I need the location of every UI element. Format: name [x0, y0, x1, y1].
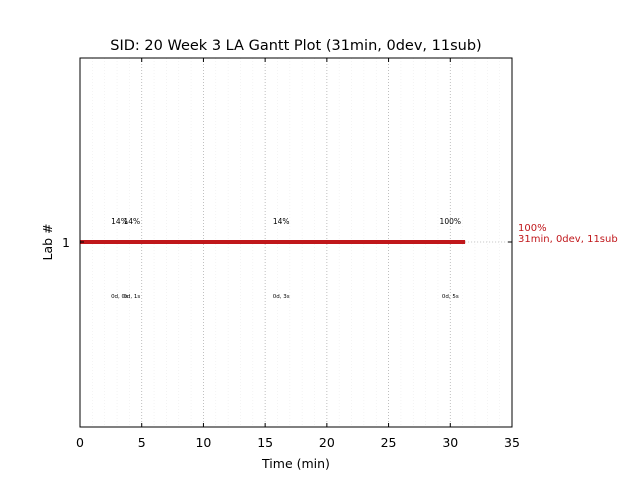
annotation-duration: 0d, 1s — [123, 294, 140, 300]
x-tick-label: 25 — [381, 435, 397, 450]
annotation-duration: 0d, 5s — [442, 294, 459, 300]
x-tick-label: 5 — [138, 435, 146, 450]
annotations: 14% 0d, 0s 14% 0d, 1s 14% 0d, 3s 100% 0d, 5s — [111, 217, 461, 300]
y-tick-label: 1 — [62, 235, 70, 250]
annotation-duration: 0d, 0s — [111, 294, 128, 300]
x-tick-label: 10 — [195, 435, 211, 450]
y-axis-label: Lab # — [40, 223, 55, 260]
x-axis-ticks: 0 5 10 15 20 25 30 35 — [76, 58, 520, 450]
y-axis-ticks: 1 — [62, 235, 512, 250]
bars — [80, 240, 466, 244]
right-label-percent: 100% — [518, 223, 547, 234]
x-tick-label: 35 — [504, 435, 520, 450]
x-tick-label: 15 — [257, 435, 273, 450]
annotation-duration: 0d, 3s — [273, 294, 290, 300]
annotation-percent: 14% — [124, 217, 141, 226]
gantt-bar — [80, 240, 466, 244]
x-tick-label: 20 — [319, 435, 335, 450]
chart-title: SID: 20 Week 3 LA Gantt Plot (31min, 0de… — [110, 38, 481, 54]
annotation-percent: 14% — [273, 217, 290, 226]
annotation-percent: 14% — [111, 217, 128, 226]
x-tick-label: 30 — [442, 435, 458, 450]
annotation-percent: 100% — [440, 217, 461, 226]
x-tick-label: 0 — [76, 435, 84, 450]
right-label-summary: 31min, 0dev, 11sub — [518, 234, 618, 245]
x-axis-label: Time (min) — [261, 456, 330, 471]
